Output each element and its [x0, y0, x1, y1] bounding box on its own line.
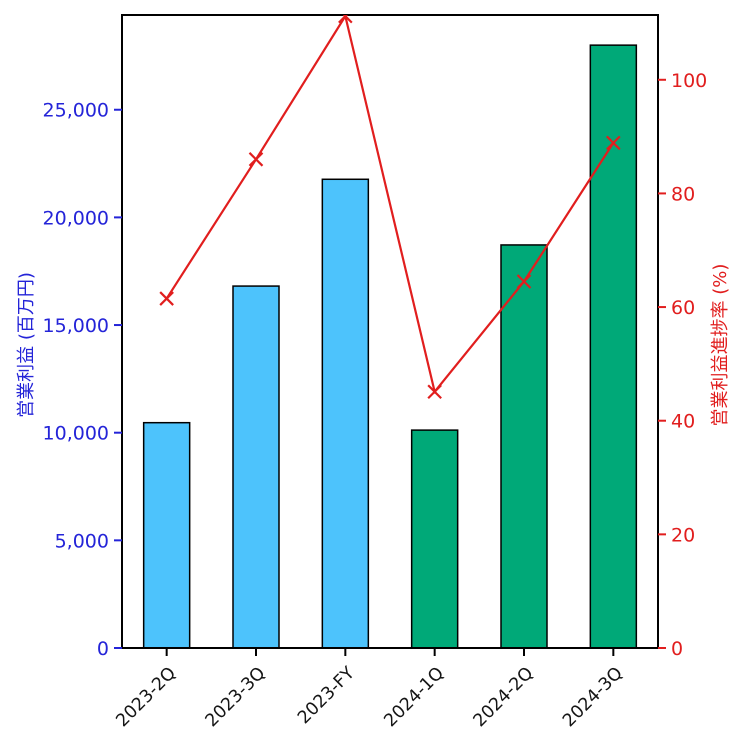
bar-2023-3Q — [232, 285, 280, 649]
left-tick-label: 25,000 — [43, 100, 109, 122]
bars-layer — [142, 44, 638, 649]
plot-border — [121, 14, 659, 649]
left-tick-label: 0 — [97, 638, 109, 660]
x-marker-2023-3Q — [248, 152, 264, 167]
left-tick-label: 10,000 — [43, 423, 109, 445]
right-tick-label: 100 — [671, 70, 707, 92]
right-tick-label: 40 — [671, 411, 695, 433]
right-axis-title: 営業利益進捗率 (%) — [710, 264, 731, 427]
x-marker-2023-FY — [338, 15, 349, 24]
x-tick-label-2024-3Q: 2024-3Q — [559, 663, 627, 731]
bar-2024-3Q — [589, 44, 638, 649]
left-tick-label: 15,000 — [43, 315, 109, 337]
x-marker-2024-3Q — [606, 135, 621, 151]
x-tick-label-2023-3Q: 2023-3Q — [202, 663, 270, 731]
x-tick-label-2024-1Q: 2024-1Q — [380, 663, 448, 731]
right-tick-label: 60 — [671, 297, 695, 319]
bar-2024-2Q — [500, 244, 548, 649]
bar-2024-1Q — [410, 429, 459, 649]
bar-2023-FY — [321, 178, 370, 649]
left-axis-title: 営業利益 (百万円) — [16, 272, 37, 418]
x-marker-2023-2Q — [159, 291, 174, 306]
progress-line — [165, 15, 615, 395]
left-tick-label: 5,000 — [55, 530, 109, 552]
x-tick-label-2023-2Q: 2023-2Q — [112, 663, 180, 731]
left-tick-label: 20,000 — [43, 207, 109, 229]
x-marker-2024-1Q — [427, 384, 442, 400]
progress-line-layer — [159, 15, 621, 400]
bar-2023-2Q — [142, 421, 191, 649]
x-tick-label-2023-FY: 2023-FY — [294, 663, 359, 728]
x-tick-label-2024-2Q: 2024-2Q — [470, 663, 538, 731]
x-marker-2024-2Q — [516, 274, 532, 289]
right-tick-label: 80 — [671, 183, 695, 205]
right-tick-label: 0 — [671, 638, 683, 660]
right-tick-label: 20 — [671, 524, 695, 546]
